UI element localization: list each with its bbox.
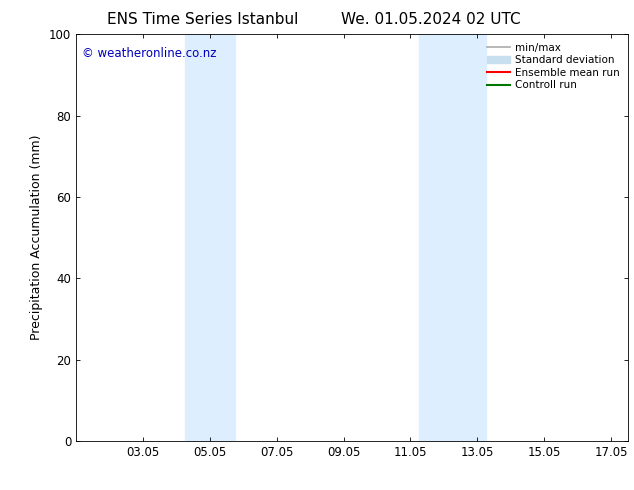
Text: ENS Time Series Istanbul: ENS Time Series Istanbul (107, 12, 299, 27)
Bar (184, 34, 235, 441)
Legend: min/max, Standard deviation, Ensemble mean run, Controll run: min/max, Standard deviation, Ensemble me… (484, 40, 623, 94)
Text: © weatheronline.co.nz: © weatheronline.co.nz (82, 47, 216, 59)
Text: We. 01.05.2024 02 UTC: We. 01.05.2024 02 UTC (341, 12, 521, 27)
Bar (418, 34, 486, 441)
Y-axis label: Precipitation Accumulation (mm): Precipitation Accumulation (mm) (30, 135, 43, 341)
